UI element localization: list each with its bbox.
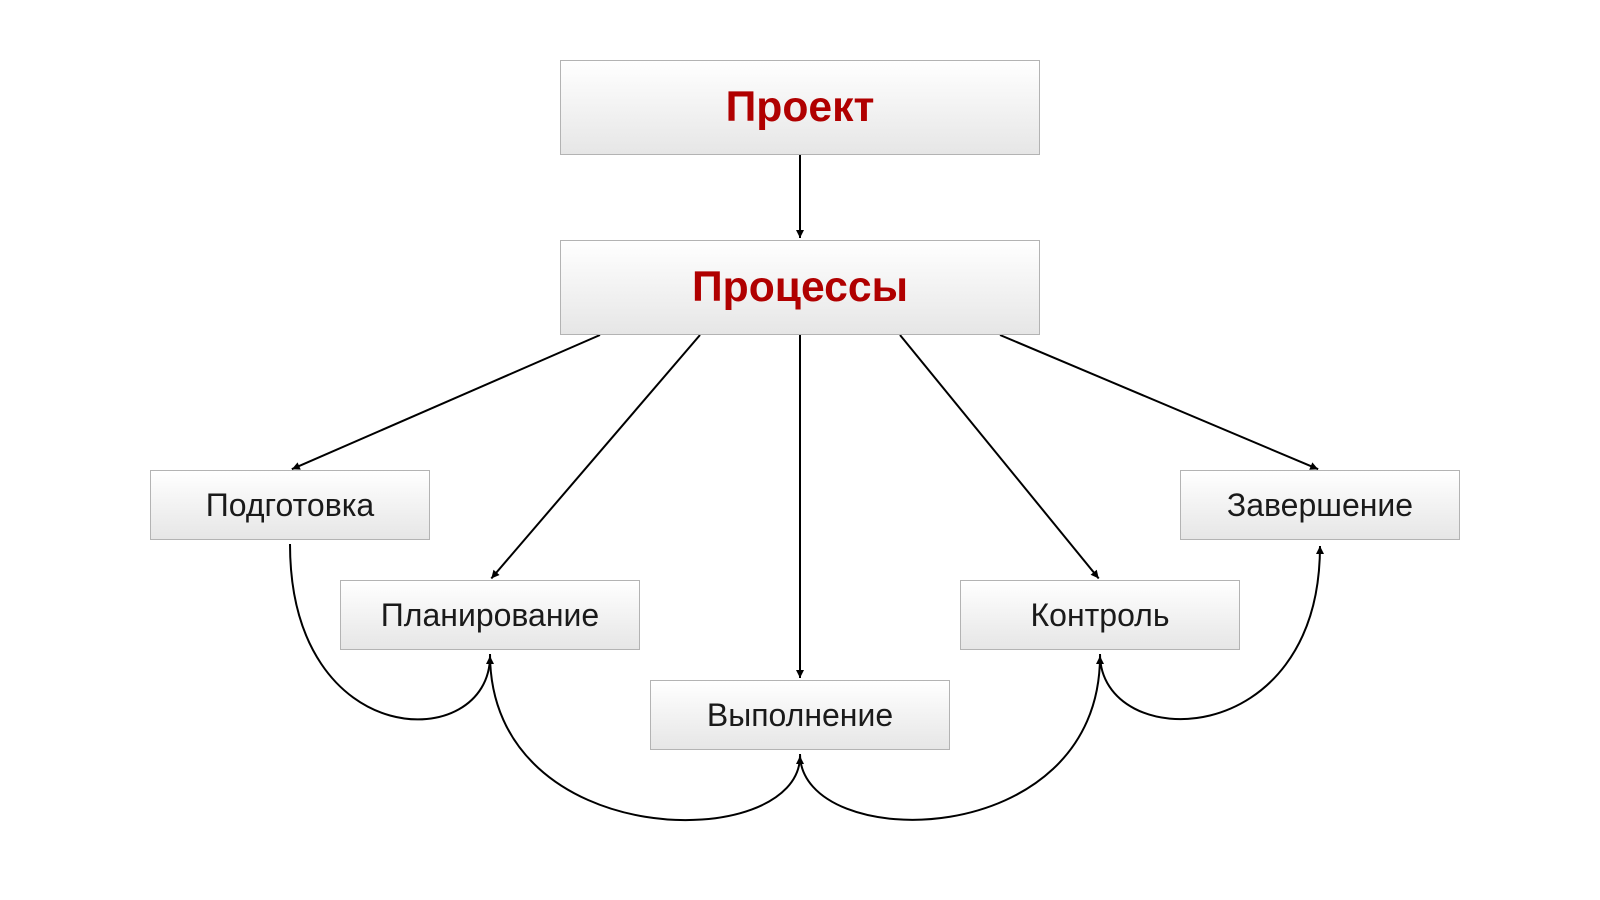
edge-processes-plan bbox=[491, 335, 700, 578]
node-plan: Планирование bbox=[340, 580, 640, 650]
node-plan-label: Планирование bbox=[381, 597, 599, 634]
edge-processes-prep bbox=[292, 335, 600, 469]
node-finish: Завершение bbox=[1180, 470, 1460, 540]
node-processes-label: Процессы bbox=[692, 263, 908, 312]
node-exec-label: Выполнение bbox=[707, 697, 893, 734]
node-finish-label: Завершение bbox=[1227, 487, 1413, 524]
node-exec: Выполнение bbox=[650, 680, 950, 750]
node-prep-label: Подготовка bbox=[206, 487, 374, 524]
node-project-label: Проект bbox=[726, 83, 875, 132]
node-processes: Процессы bbox=[560, 240, 1040, 335]
node-control-label: Контроль bbox=[1031, 597, 1170, 634]
edge-processes-finish bbox=[1000, 335, 1318, 469]
node-project: Проект bbox=[560, 60, 1040, 155]
diagram-stage: Проект Процессы Подготовка Планирование Выпо… bbox=[0, 0, 1600, 900]
node-control: Контроль bbox=[960, 580, 1240, 650]
node-prep: Подготовка bbox=[150, 470, 430, 540]
edge-processes-control bbox=[900, 335, 1099, 578]
